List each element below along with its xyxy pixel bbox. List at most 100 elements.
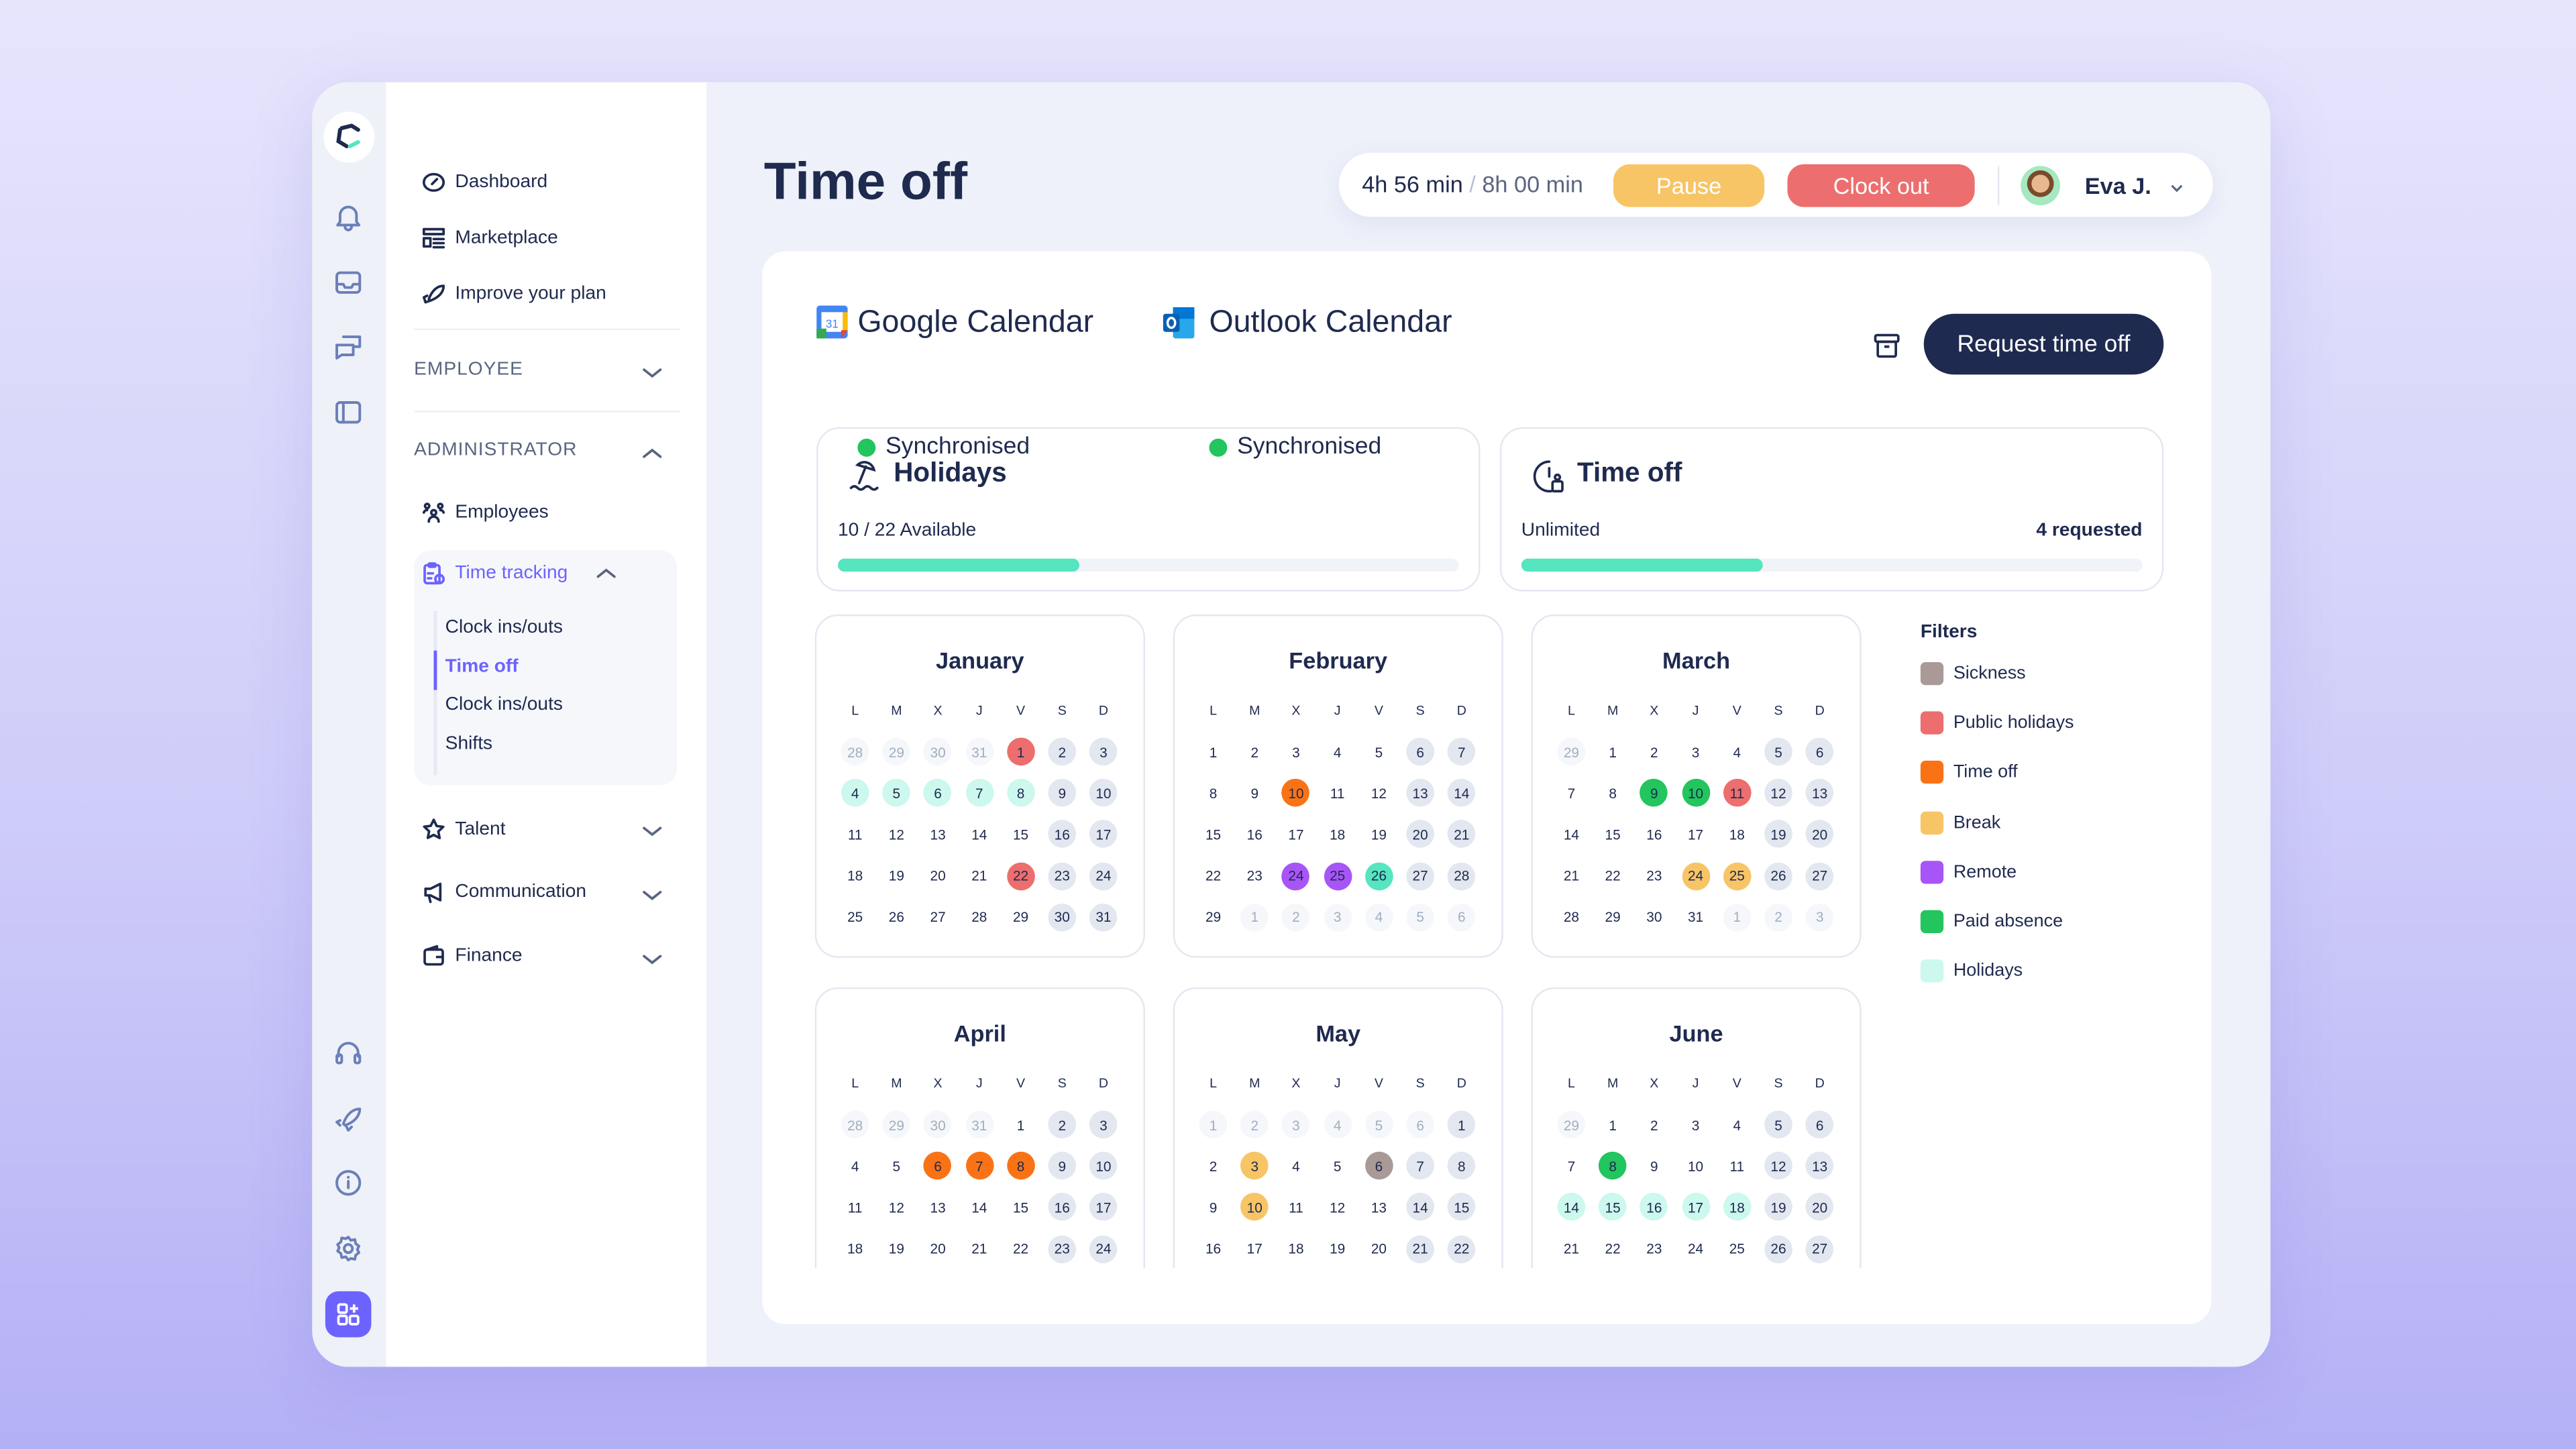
chevron-down-icon[interactable]: [643, 362, 662, 381]
day-cell[interactable]: 15: [1012, 826, 1029, 843]
day-cell[interactable]: 12: [888, 1199, 904, 1216]
day-cell[interactable]: 9: [1048, 1152, 1077, 1180]
day-cell[interactable]: 24: [1687, 1240, 1704, 1257]
day-cell[interactable]: 28: [1448, 861, 1476, 890]
day-cell[interactable]: 19: [1764, 1193, 1792, 1222]
day-cell[interactable]: 31: [965, 737, 994, 766]
day-cell[interactable]: 10: [1282, 779, 1310, 807]
day-cell[interactable]: 28: [1563, 909, 1580, 926]
nav-item-dashboard[interactable]: Dashboard: [422, 168, 547, 197]
day-cell[interactable]: 5: [1364, 1110, 1393, 1139]
day-cell[interactable]: 24: [1089, 1234, 1118, 1263]
day-cell[interactable]: 9: [1048, 779, 1077, 807]
day-cell[interactable]: 19: [888, 1240, 904, 1257]
day-cell[interactable]: 21: [1563, 1240, 1580, 1257]
day-cell[interactable]: 12: [1764, 779, 1792, 807]
day-cell[interactable]: 26: [1764, 1234, 1792, 1263]
day-cell[interactable]: 4: [1323, 1110, 1352, 1139]
day-cell[interactable]: 19: [1764, 820, 1792, 849]
day-cell[interactable]: 11: [1289, 1199, 1303, 1216]
day-cell[interactable]: 16: [1646, 826, 1662, 843]
day-cell[interactable]: 9: [1640, 779, 1668, 807]
day-cell[interactable]: 4: [1292, 1157, 1300, 1175]
inbox-icon[interactable]: [332, 266, 365, 299]
day-cell[interactable]: 2: [1250, 743, 1259, 760]
day-cell[interactable]: 13: [930, 1199, 946, 1216]
day-cell[interactable]: 24: [1681, 861, 1710, 890]
nav-item-finance[interactable]: Finance: [422, 941, 523, 971]
day-cell[interactable]: 22: [1205, 867, 1222, 884]
day-cell[interactable]: 20: [1805, 820, 1834, 849]
day-cell[interactable]: 4: [1333, 743, 1342, 760]
day-cell[interactable]: 2: [1650, 1116, 1658, 1133]
day-cell[interactable]: 27: [1805, 1234, 1834, 1263]
day-cell[interactable]: 31: [1089, 903, 1118, 932]
day-cell[interactable]: 3: [1089, 737, 1118, 766]
day-cell[interactable]: 1: [1199, 1110, 1228, 1139]
day-cell[interactable]: 4: [1364, 903, 1393, 932]
day-cell[interactable]: 15: [1012, 1199, 1029, 1216]
day-cell[interactable]: 30: [924, 1110, 952, 1139]
info-icon[interactable]: [332, 1167, 365, 1199]
day-cell[interactable]: 11: [1723, 779, 1752, 807]
day-cell[interactable]: 29: [1012, 909, 1029, 926]
logo[interactable]: [323, 111, 375, 163]
day-cell[interactable]: 3: [1691, 1116, 1700, 1133]
day-cell[interactable]: 26: [1364, 861, 1393, 890]
day-cell[interactable]: 9: [1650, 1157, 1658, 1175]
nav-item-employees[interactable]: Employees: [422, 498, 549, 527]
day-cell[interactable]: 18: [847, 867, 863, 884]
day-cell[interactable]: 6: [1364, 1152, 1393, 1180]
user-name[interactable]: Eva J.: [2084, 172, 2151, 199]
day-cell[interactable]: 22: [1605, 1240, 1621, 1257]
bell-icon[interactable]: [332, 201, 365, 233]
nav-item-marketplace[interactable]: Marketplace: [422, 223, 558, 253]
day-cell[interactable]: 13: [1805, 1152, 1834, 1180]
day-cell[interactable]: 24: [1282, 861, 1310, 890]
day-cell[interactable]: 22: [1006, 861, 1035, 890]
clock-out-button[interactable]: Clock out: [1787, 164, 1975, 207]
day-cell[interactable]: 20: [930, 867, 946, 884]
day-cell[interactable]: 1: [1016, 1116, 1025, 1133]
day-cell[interactable]: 18: [1288, 1240, 1304, 1257]
day-cell[interactable]: 23: [1048, 1234, 1077, 1263]
day-cell[interactable]: 31: [965, 1110, 994, 1139]
day-cell[interactable]: 16: [1048, 1193, 1077, 1222]
headset-icon[interactable]: [332, 1036, 365, 1069]
day-cell[interactable]: 15: [1605, 826, 1621, 843]
day-cell[interactable]: 23: [1246, 867, 1263, 884]
day-cell[interactable]: 6: [1448, 903, 1476, 932]
day-cell[interactable]: 2: [1650, 743, 1658, 760]
filter-item[interactable]: Time off: [1920, 761, 2018, 785]
day-cell[interactable]: 28: [971, 909, 987, 926]
chevron-down-icon[interactable]: [643, 884, 662, 904]
day-cell[interactable]: 23: [1048, 861, 1077, 890]
day-cell[interactable]: 29: [1557, 737, 1586, 766]
day-cell[interactable]: 5: [1375, 743, 1383, 760]
day-cell[interactable]: 15: [1205, 826, 1222, 843]
day-cell[interactable]: 3: [1805, 903, 1834, 932]
day-cell[interactable]: 3: [1292, 743, 1300, 760]
day-cell[interactable]: 23: [1646, 1240, 1662, 1257]
chevron-down-icon[interactable]: [643, 820, 662, 839]
day-cell[interactable]: 14: [1406, 1193, 1434, 1222]
day-cell[interactable]: 4: [841, 779, 869, 807]
day-cell[interactable]: 1: [1006, 737, 1035, 766]
request-time-off-button[interactable]: Request time off: [1923, 313, 2164, 375]
day-cell[interactable]: 11: [1729, 1157, 1745, 1175]
day-cell[interactable]: 29: [1205, 909, 1222, 926]
day-cell[interactable]: 7: [1567, 1157, 1576, 1175]
day-cell[interactable]: 22: [1448, 1234, 1476, 1263]
day-cell[interactable]: 8: [1006, 779, 1035, 807]
day-cell[interactable]: 25: [1729, 1240, 1745, 1257]
day-cell[interactable]: 11: [847, 826, 863, 843]
day-cell[interactable]: 29: [882, 737, 911, 766]
day-cell[interactable]: 22: [1605, 867, 1621, 884]
nav-item-improve-plan[interactable]: Improve your plan: [422, 279, 606, 309]
day-cell[interactable]: 13: [930, 826, 946, 843]
pause-button[interactable]: Pause: [1613, 164, 1765, 207]
day-cell[interactable]: 2: [1764, 903, 1792, 932]
day-cell[interactable]: 15: [1448, 1193, 1476, 1222]
day-cell[interactable]: 30: [1048, 903, 1077, 932]
nav-item-talent[interactable]: Talent: [422, 815, 506, 845]
